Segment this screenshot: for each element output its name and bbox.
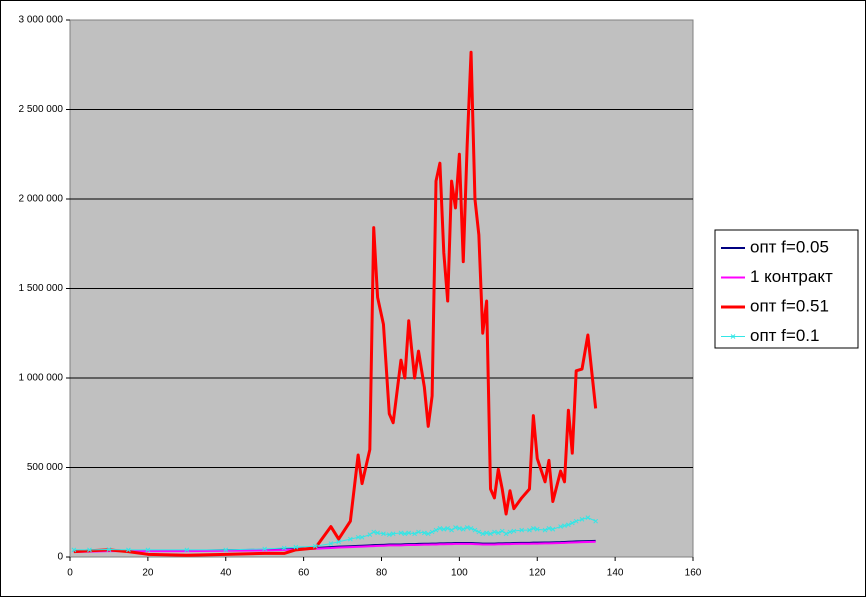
x-tick-label: 20 (142, 568, 154, 579)
marker (460, 526, 466, 532)
marker (464, 525, 470, 530)
y-tick-label: 2 000 000 (19, 194, 64, 205)
marker (457, 526, 462, 531)
marker (499, 528, 505, 534)
marker (511, 528, 517, 534)
marker (495, 530, 501, 536)
marker (281, 545, 287, 551)
marker (534, 526, 540, 532)
x-tick-label: 80 (376, 568, 388, 579)
marker (527, 527, 532, 533)
marker (573, 518, 579, 524)
marker (371, 529, 377, 535)
y-tick-label: 1 500 000 (19, 283, 64, 294)
marker (425, 531, 431, 537)
y-tick-label: 3 000 000 (19, 15, 64, 26)
marker (312, 543, 318, 549)
marker (566, 522, 571, 528)
marker (550, 526, 556, 532)
marker (293, 544, 299, 550)
marker (402, 531, 408, 537)
y-tick-label: 1 000 000 (19, 373, 64, 384)
marker (184, 547, 190, 553)
legend-label: 1 контракт (750, 267, 833, 286)
legend-label: опт f=0.1 (750, 326, 819, 345)
x-tick-label: 40 (220, 568, 232, 579)
marker (507, 529, 513, 535)
y-tick-label: 0 (57, 552, 63, 563)
marker (416, 529, 421, 535)
series-line (73, 517, 596, 551)
marker (106, 547, 112, 552)
marker (488, 531, 493, 537)
legend (714, 229, 859, 349)
marker (476, 529, 482, 535)
x-tick-label: 100 (451, 568, 468, 579)
marker (441, 526, 447, 532)
marker (453, 525, 458, 530)
marker (412, 531, 417, 537)
x-tick-label: 120 (529, 568, 546, 579)
marker (386, 532, 392, 537)
marker (519, 527, 525, 533)
marker (421, 530, 427, 536)
marker (585, 515, 591, 520)
marker (593, 518, 599, 524)
marker (542, 527, 548, 533)
series-line (73, 540, 596, 553)
marker (381, 531, 386, 537)
marker (390, 531, 396, 537)
marker (437, 526, 443, 531)
marker (328, 541, 334, 546)
marker (546, 526, 552, 531)
marker (492, 529, 497, 535)
x-tick-label: 140 (607, 568, 624, 579)
marker (429, 529, 435, 535)
marker (262, 546, 268, 552)
marker (562, 523, 567, 529)
marker (531, 526, 536, 531)
marker (445, 526, 451, 531)
y-tick-label: 500 000 (27, 462, 64, 473)
marker (355, 534, 361, 540)
marker (579, 517, 585, 522)
marker (398, 530, 404, 536)
marker (71, 547, 77, 553)
marker (449, 527, 454, 533)
marker (367, 532, 373, 537)
marker (347, 536, 353, 542)
marker (375, 530, 380, 536)
series-line (73, 50, 598, 557)
marker (480, 531, 486, 537)
marker (433, 527, 439, 533)
lines (71, 50, 599, 557)
legend-label: опт f=0.05 (750, 237, 829, 256)
marker (126, 547, 131, 553)
marker (558, 524, 563, 529)
marker (223, 547, 229, 553)
legend-label: опт f=0.51 (750, 296, 829, 315)
legend-marker (730, 334, 736, 339)
marker (503, 531, 509, 537)
marker (406, 530, 412, 536)
y-tick-label: 2 500 000 (19, 104, 64, 115)
legend-entries: опт f=0.05 1 контракт опт f=0.51 опт f=0.1 (721, 237, 833, 345)
x-tick-label: 60 (298, 568, 310, 579)
marker (336, 539, 342, 545)
marker (359, 534, 365, 540)
x-tick-label: 0 (67, 568, 73, 579)
marker (569, 520, 575, 526)
marker (472, 527, 478, 533)
marker (484, 530, 489, 536)
marker (468, 526, 474, 531)
marker (145, 547, 151, 553)
grid: 0 500 000 1 000 000 1 500 000 2 000 000 2 500… (19, 15, 702, 579)
x-tick-label: 160 (685, 568, 702, 579)
marker (87, 547, 92, 553)
